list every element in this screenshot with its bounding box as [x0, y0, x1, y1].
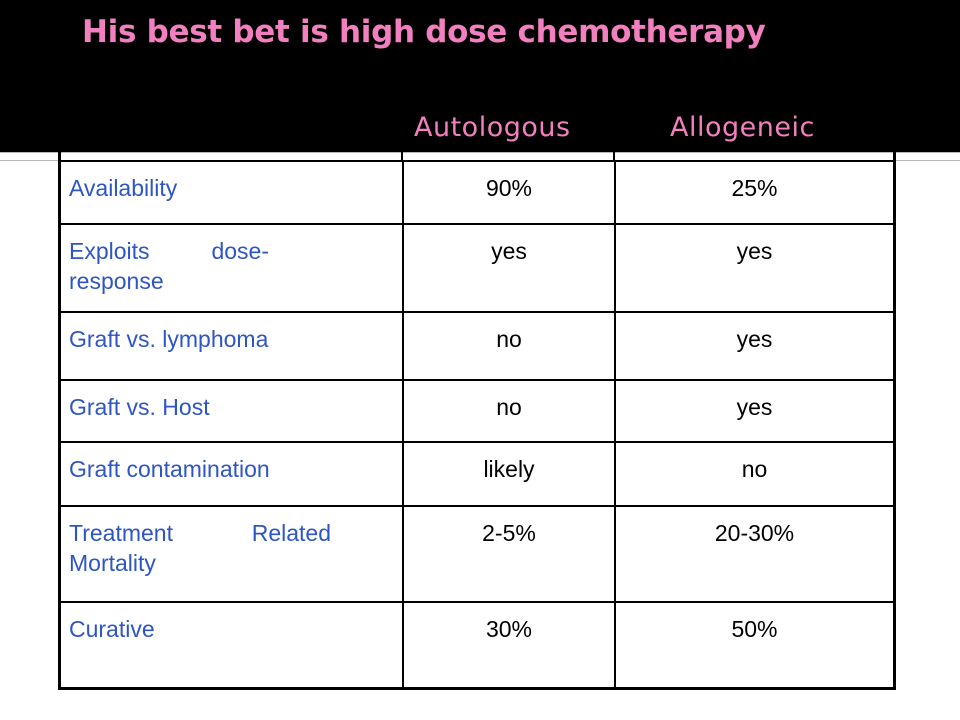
autologous-value: 30%	[403, 602, 616, 687]
table-row: Graft vs. lymphoma no yes	[61, 312, 893, 381]
allogeneic-value: yes	[615, 312, 893, 381]
allogeneic-value: yes	[615, 224, 893, 313]
header-band: His best bet is high dose chemotherapy A…	[0, 0, 960, 152]
row-label: Graft contamination	[61, 442, 404, 507]
column-header-allogeneic: Allogeneic	[670, 112, 815, 143]
row-label: Graft vs. Host	[61, 380, 404, 443]
table-row: Curative 30% 50%	[61, 602, 893, 687]
row-label: Treatment Related Mortality	[61, 506, 404, 603]
row-label: Graft vs. lymphoma	[61, 312, 404, 381]
table-top-rule	[58, 160, 896, 162]
slide-title: His best bet is high dose chemotherapy	[82, 14, 766, 50]
table-row: Graft contamination likely no	[61, 442, 893, 507]
allogeneic-value: 25%	[615, 162, 893, 225]
row-label: Availability	[61, 162, 404, 225]
comparison-table: Availability 90% 25% Exploits dose- resp…	[61, 162, 893, 687]
row-label: Exploits dose- response	[61, 224, 404, 313]
autologous-value: yes	[403, 224, 616, 313]
table-row: Graft vs. Host no yes	[61, 380, 893, 443]
autologous-value: no	[403, 380, 616, 443]
autologous-value: 2-5%	[403, 506, 616, 603]
table-row: Treatment Related Mortality 2-5% 20-30%	[61, 506, 893, 603]
autologous-value: likely	[403, 442, 616, 507]
row-label-line: Mortality	[69, 550, 156, 576]
autologous-value: no	[403, 312, 616, 381]
table-frame	[58, 152, 896, 690]
row-label-line: Treatment Related	[69, 520, 331, 546]
autologous-value: 90%	[403, 162, 616, 225]
allogeneic-value: no	[615, 442, 893, 507]
row-label: Curative	[61, 602, 404, 687]
divider-line	[0, 152, 960, 153]
table-row: Exploits dose- response yes yes	[61, 224, 893, 313]
allogeneic-value: 20-30%	[615, 506, 893, 603]
allogeneic-value: 50%	[731, 616, 778, 642]
row-label-line: response	[69, 268, 164, 294]
allogeneic-value: yes	[615, 380, 893, 443]
column-divider-stub	[613, 152, 615, 162]
table-header-remnant	[58, 152, 896, 164]
table-row: Availability 90% 25%	[61, 162, 893, 225]
column-header-autologous: Autologous	[414, 112, 571, 143]
row-label-line: Exploits dose-	[69, 238, 269, 264]
column-divider-stub	[401, 152, 403, 162]
